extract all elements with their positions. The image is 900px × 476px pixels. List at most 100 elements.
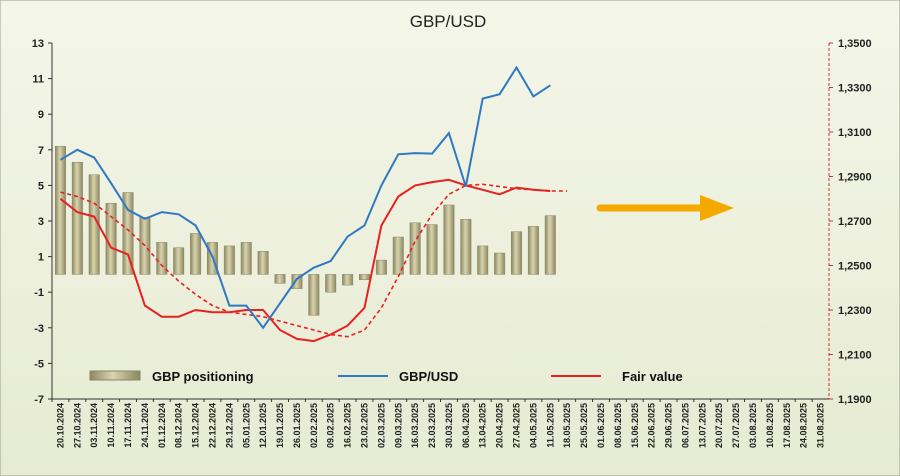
x-tick-label: 03.08.2025 (748, 403, 758, 448)
left-tick-label: 13 (32, 38, 44, 50)
x-tick-label: 26.01.2025 (292, 403, 302, 448)
plot-area: 13 11 9 7 5 3 1 -1 -3 -5 -7 1,3500 1,3300 1,3100 1,290… (32, 38, 872, 448)
left-tick-label: -5 (34, 358, 44, 370)
legend-label-gbpusd: GBP/USD (399, 369, 458, 384)
x-tick-label: 10.08.2025 (765, 403, 775, 448)
x-tick-label: 15.12.2024 (191, 403, 201, 448)
x-tick-label: 08.06.2025 (613, 403, 623, 448)
right-tick-label: 1,2900 (838, 172, 872, 184)
x-tick-label: 17.08.2025 (782, 403, 792, 448)
x-tick-label: 06.04.2025 (461, 403, 471, 448)
x-tick-label: 05.01.2025 (241, 403, 251, 448)
positioning-bar (544, 215, 556, 275)
legend-label-positioning: GBP positioning (152, 369, 254, 384)
positioning-bar (139, 217, 151, 275)
x-tick-label: 02.03.2025 (376, 403, 386, 448)
left-tick-label: 1 (38, 252, 44, 264)
x-tick-label: 23.02.2025 (359, 403, 369, 448)
x-tick-label: 20.07.2025 (714, 403, 724, 448)
positioning-bar (392, 236, 404, 275)
right-tick-label: 1,3100 (838, 127, 872, 139)
x-tick-label: 04.05.2025 (528, 403, 538, 448)
x-tick-label: 16.03.2025 (410, 403, 420, 448)
left-tick-label: -1 (34, 287, 44, 299)
positioning-bar (511, 231, 522, 275)
positioning-bar (71, 162, 83, 275)
x-tick-label: 13.04.2025 (478, 403, 488, 448)
chart-title: GBP/USD (410, 12, 487, 31)
x-tick-label: 22.12.2024 (207, 403, 217, 448)
positioning-bar (122, 192, 134, 275)
positioning-bar (274, 274, 286, 284)
positioning-bar (173, 247, 185, 275)
right-tick-label: 1,3300 (838, 83, 872, 95)
positioning-bar (223, 245, 235, 275)
x-tick-label: 18.05.2025 (562, 403, 572, 448)
positioning-bar (54, 145, 66, 275)
positioning-bar (240, 242, 252, 275)
fair-value-line (59, 178, 551, 343)
x-tick-label: 10.11.2024 (106, 403, 116, 448)
x-tick-label: 03.11.2024 (89, 403, 99, 448)
left-tick-label: -3 (34, 323, 44, 335)
left-tick-label: 9 (38, 109, 44, 121)
x-tick-label: 09.02.2025 (326, 403, 336, 448)
positioning-bar (527, 226, 539, 275)
x-tick-label: 24.08.2025 (799, 403, 809, 448)
positioning-bar (359, 274, 370, 280)
fair-value-trend-line (60, 183, 568, 338)
positioning-bar (190, 233, 202, 275)
x-tick-label: 27.07.2025 (731, 403, 741, 448)
x-tick-label: 20.04.2025 (495, 403, 505, 448)
positioning-bar (308, 274, 320, 316)
x-tick-label: 16.02.2025 (343, 403, 353, 448)
x-tick-label: 24.11.2024 (140, 403, 150, 448)
positioning-bar (409, 222, 421, 275)
positioning-bar (494, 252, 506, 275)
x-tick-label: 27.10.2024 (72, 403, 82, 448)
left-tick-label: 3 (38, 216, 44, 228)
right-tick-label: 1,1900 (838, 394, 872, 406)
positioning-bar (460, 218, 472, 275)
x-tick-label: 09.03.2025 (393, 403, 403, 448)
x-tick-label: 12.01.2025 (258, 403, 268, 448)
x-tick-label: 29.12.2024 (224, 403, 234, 448)
x-tick-label: 01.12.2024 (157, 403, 167, 448)
positioning-bar (257, 251, 269, 275)
gbpusd-line (59, 65, 551, 330)
right-tick-label: 1,2500 (838, 261, 872, 273)
positioning-bar (325, 274, 337, 293)
right-tick-label: 1,2100 (838, 350, 872, 362)
x-tick-label: 31.08.2025 (816, 403, 826, 448)
x-tick-label: 01.06.2025 (596, 403, 606, 448)
x-tick-label: 17.11.2024 (123, 403, 133, 448)
positioning-bar (443, 204, 455, 275)
right-tick-label: 1,2700 (838, 216, 872, 228)
x-tick-label: 11.05.2025 (545, 403, 555, 448)
x-tick-label: 30.03.2025 (444, 403, 454, 448)
legend-swatch-positioning (89, 370, 141, 381)
legend-label-fair-value: Fair value (622, 369, 683, 384)
x-tick-label: 29.06.2025 (664, 403, 674, 448)
positioning-bar (291, 274, 303, 289)
left-tick-label: 11 (32, 74, 44, 86)
x-tick-label: 13.07.2025 (697, 403, 707, 448)
forecast-arrow-head (700, 195, 734, 221)
x-tick-label: 25.05.2025 (579, 403, 589, 448)
x-tick-label: 22.06.2025 (647, 403, 657, 448)
positioning-bar (342, 274, 354, 286)
x-tick-label: 23.03.2025 (427, 403, 437, 448)
positioning-bar (477, 245, 489, 275)
right-tick-label: 1,2300 (838, 305, 872, 317)
left-tick-label: -7 (34, 394, 44, 406)
right-tick-label: 1,3500 (838, 38, 872, 50)
positioning-bar (426, 224, 438, 275)
x-tick-label: 08.12.2024 (174, 403, 184, 448)
x-tick-label: 06.07.2025 (680, 403, 690, 448)
x-tick-label: 02.02.2025 (309, 403, 319, 448)
x-tick-label: 15.06.2025 (630, 403, 640, 448)
left-tick-label: 5 (38, 180, 44, 192)
positioning-bar (375, 259, 387, 275)
x-tick-label: 27.04.2025 (512, 403, 522, 448)
